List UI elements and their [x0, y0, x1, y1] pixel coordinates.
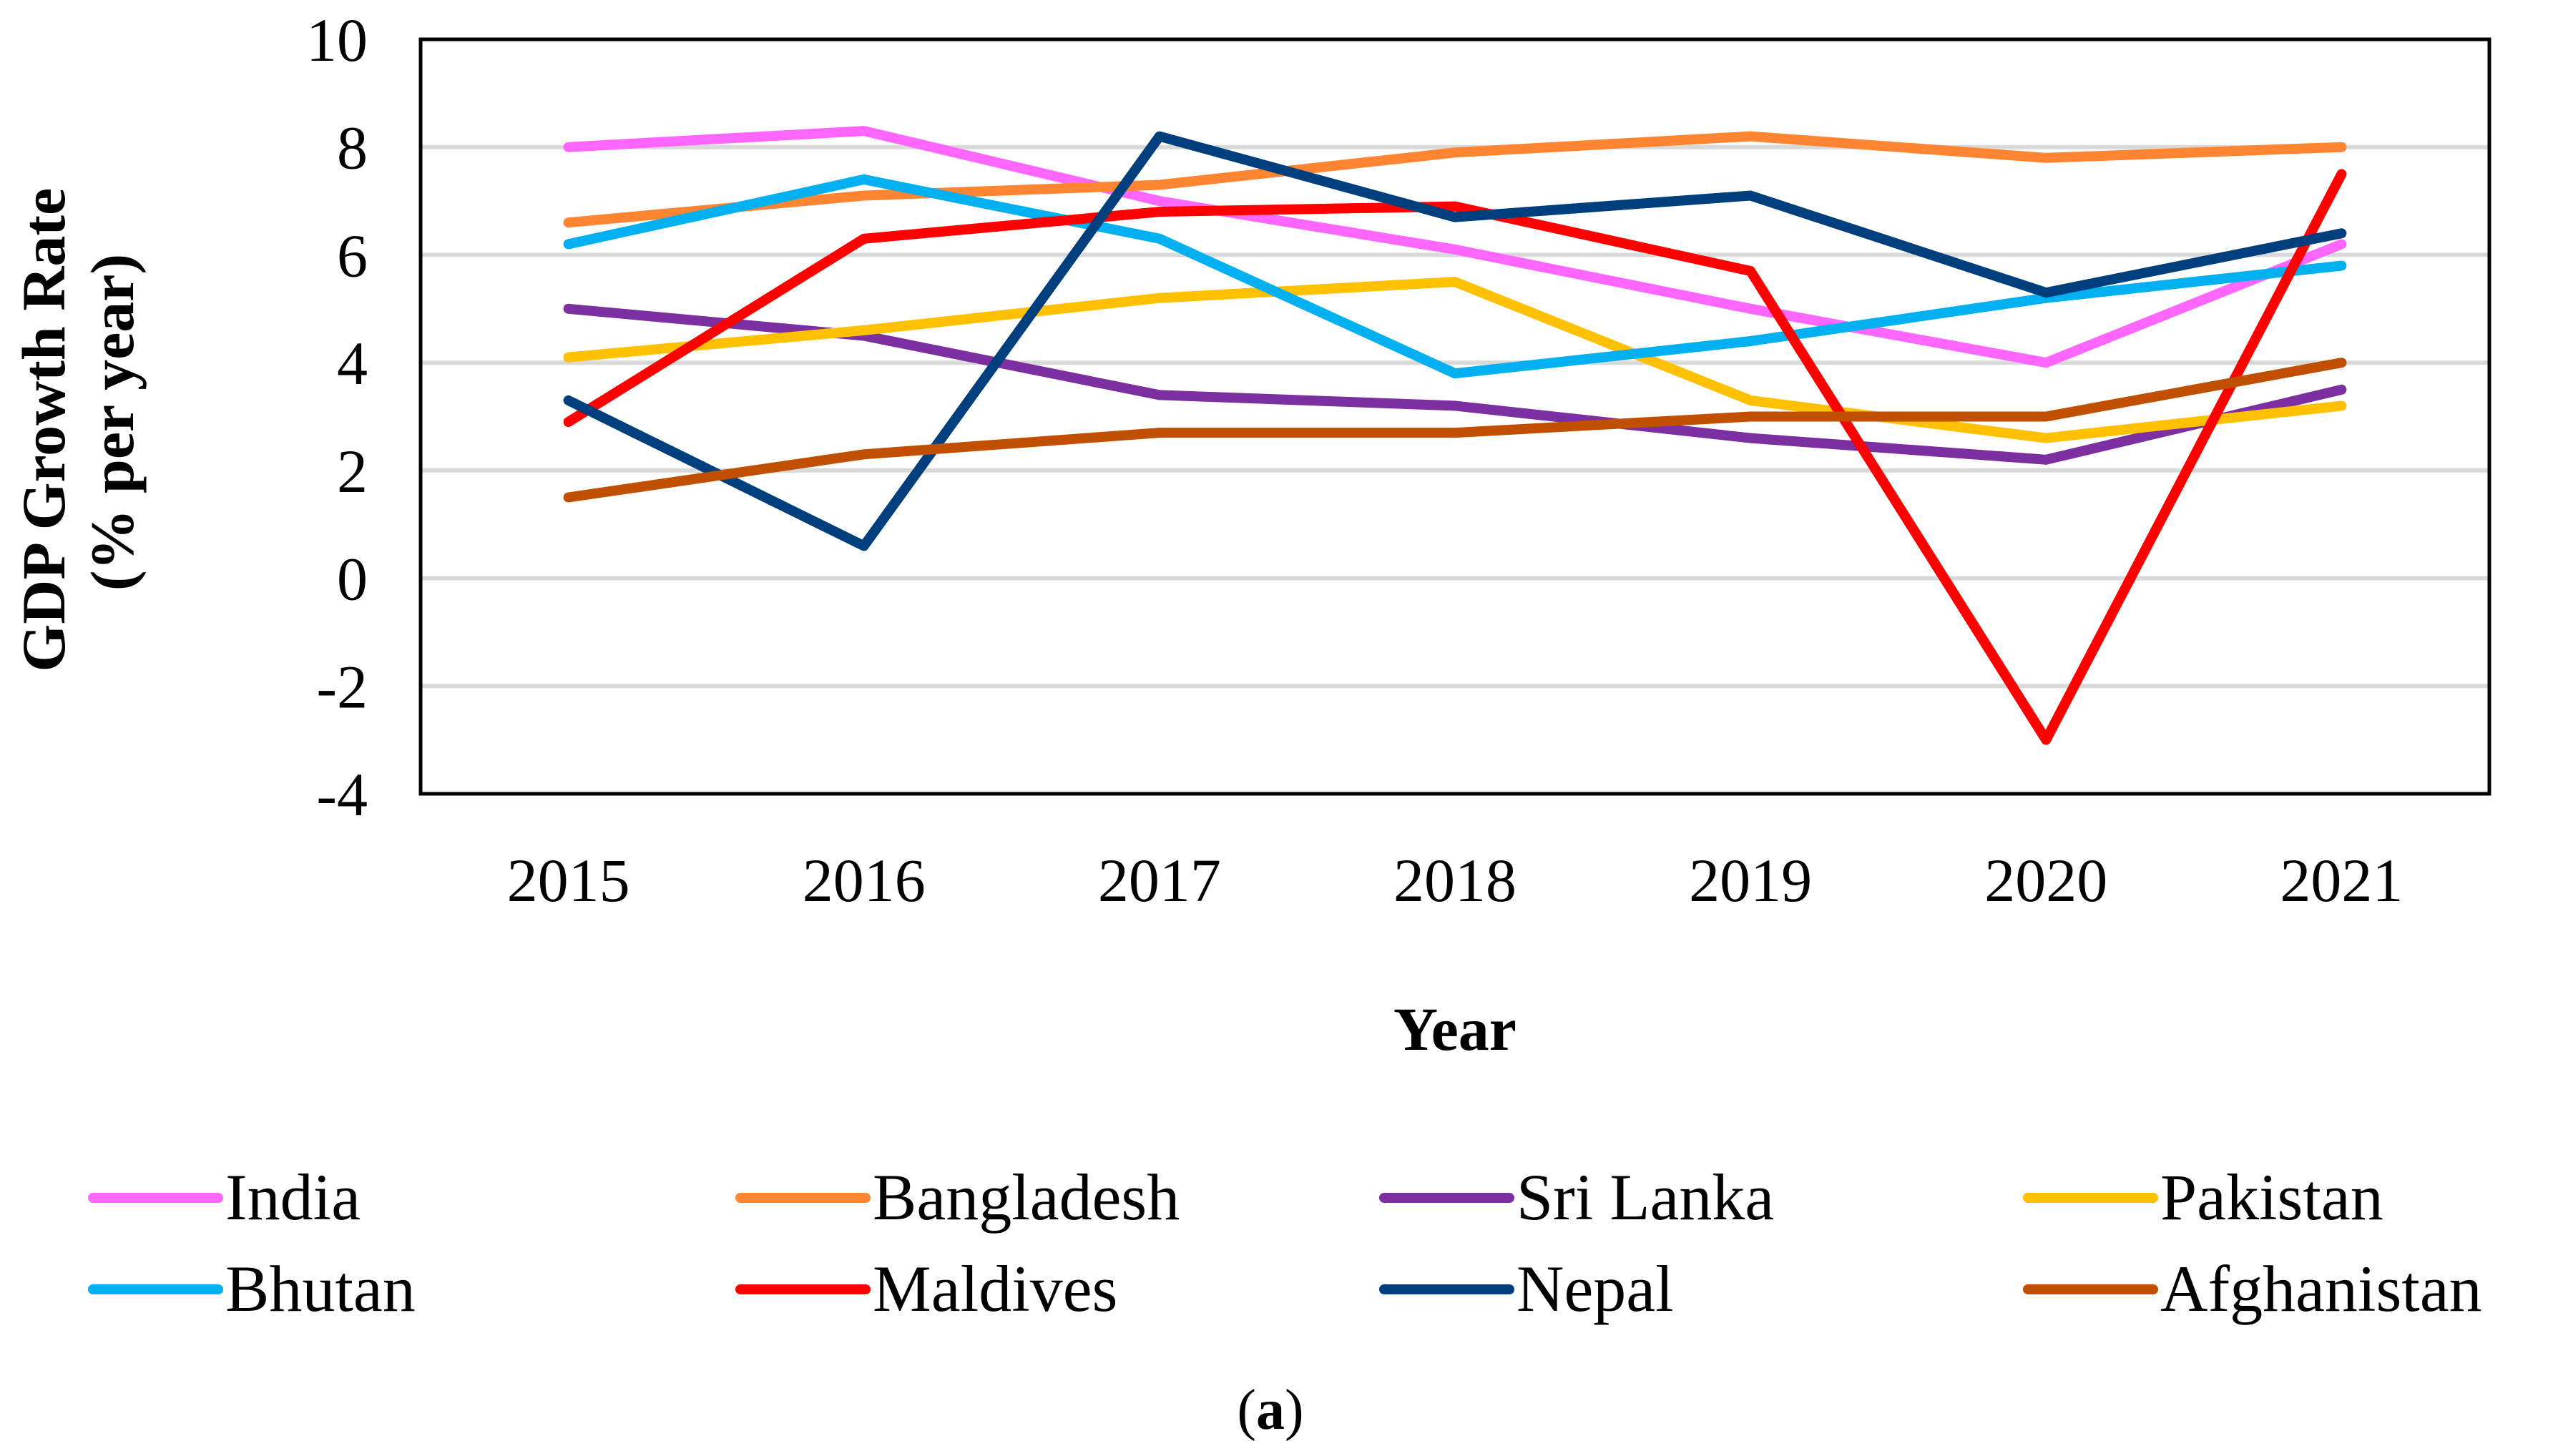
series-line-bangladesh — [563, 131, 2347, 228]
y-tick-label: -2 — [316, 652, 368, 721]
legend-label-maldives: Maldives — [873, 1252, 1117, 1325]
legend-label-afghanistan: Afghanistan — [2160, 1252, 2482, 1325]
y-tick-label: -4 — [316, 760, 368, 829]
x-tick-label: 2019 — [1689, 846, 1812, 915]
series-line-nepal — [563, 131, 2347, 551]
series-line-afghanistan — [563, 358, 2347, 503]
legend-label-bhutan: Bhutan — [225, 1252, 416, 1325]
y-tick-label: 8 — [337, 114, 368, 182]
x-tick-label: 2020 — [1984, 846, 2107, 915]
legend-label-india: India — [225, 1161, 361, 1234]
y-axis-title-line1: GDP Growth Rate — [9, 188, 78, 672]
legend-label-sri-lanka: Sri Lanka — [1516, 1161, 1774, 1234]
legend: India Bangladesh Sri Lanka Pakistan Bhutan Ma… — [88, 1161, 2482, 1325]
x-tick-label: 2017 — [1098, 846, 1221, 915]
x-tick-label: 2016 — [803, 846, 926, 915]
y-axis-title-line2: (% per year) — [78, 254, 147, 591]
series-lines — [563, 126, 2347, 745]
y-tick-label: 4 — [337, 329, 368, 398]
caption-letter: a — [1256, 1379, 1285, 1442]
x-tick-label: 2015 — [507, 846, 630, 915]
y-tick-label: 10 — [306, 6, 368, 74]
series-line-bhutan — [563, 174, 2347, 379]
y-tick-label: 6 — [337, 221, 368, 290]
gridlines — [421, 144, 2489, 689]
series-line-maldives — [563, 169, 2347, 745]
x-tick-label: 2018 — [1393, 846, 1516, 915]
caption-open-paren: ( — [1237, 1379, 1256, 1442]
y-axis-title: GDP Growth Rate (% per year) — [9, 172, 147, 672]
x-tick-label: 2021 — [2280, 846, 2403, 915]
figure-caption: (a) — [1237, 1379, 1303, 1442]
plot-area-border — [418, 37, 2491, 796]
y-tick-label: 2 — [337, 437, 368, 506]
legend-label-pakistan: Pakistan — [2160, 1161, 2383, 1234]
series-line-india — [563, 126, 2347, 368]
y-axis-ticks: -4 -2 0 2 4 6 8 10 — [306, 6, 368, 829]
series-line-pakistan — [563, 277, 2347, 443]
x-axis-ticks: 2015 2016 2017 2018 2019 2020 2021 — [507, 846, 2403, 915]
caption-close-paren: ) — [1285, 1379, 1304, 1442]
series-line-sri-lanka — [563, 303, 2347, 465]
x-axis-title: Year — [1393, 995, 1516, 1063]
y-tick-label: 0 — [337, 545, 368, 614]
legend-label-bangladesh: Bangladesh — [873, 1161, 1180, 1234]
legend-label-nepal: Nepal — [1516, 1252, 1674, 1325]
